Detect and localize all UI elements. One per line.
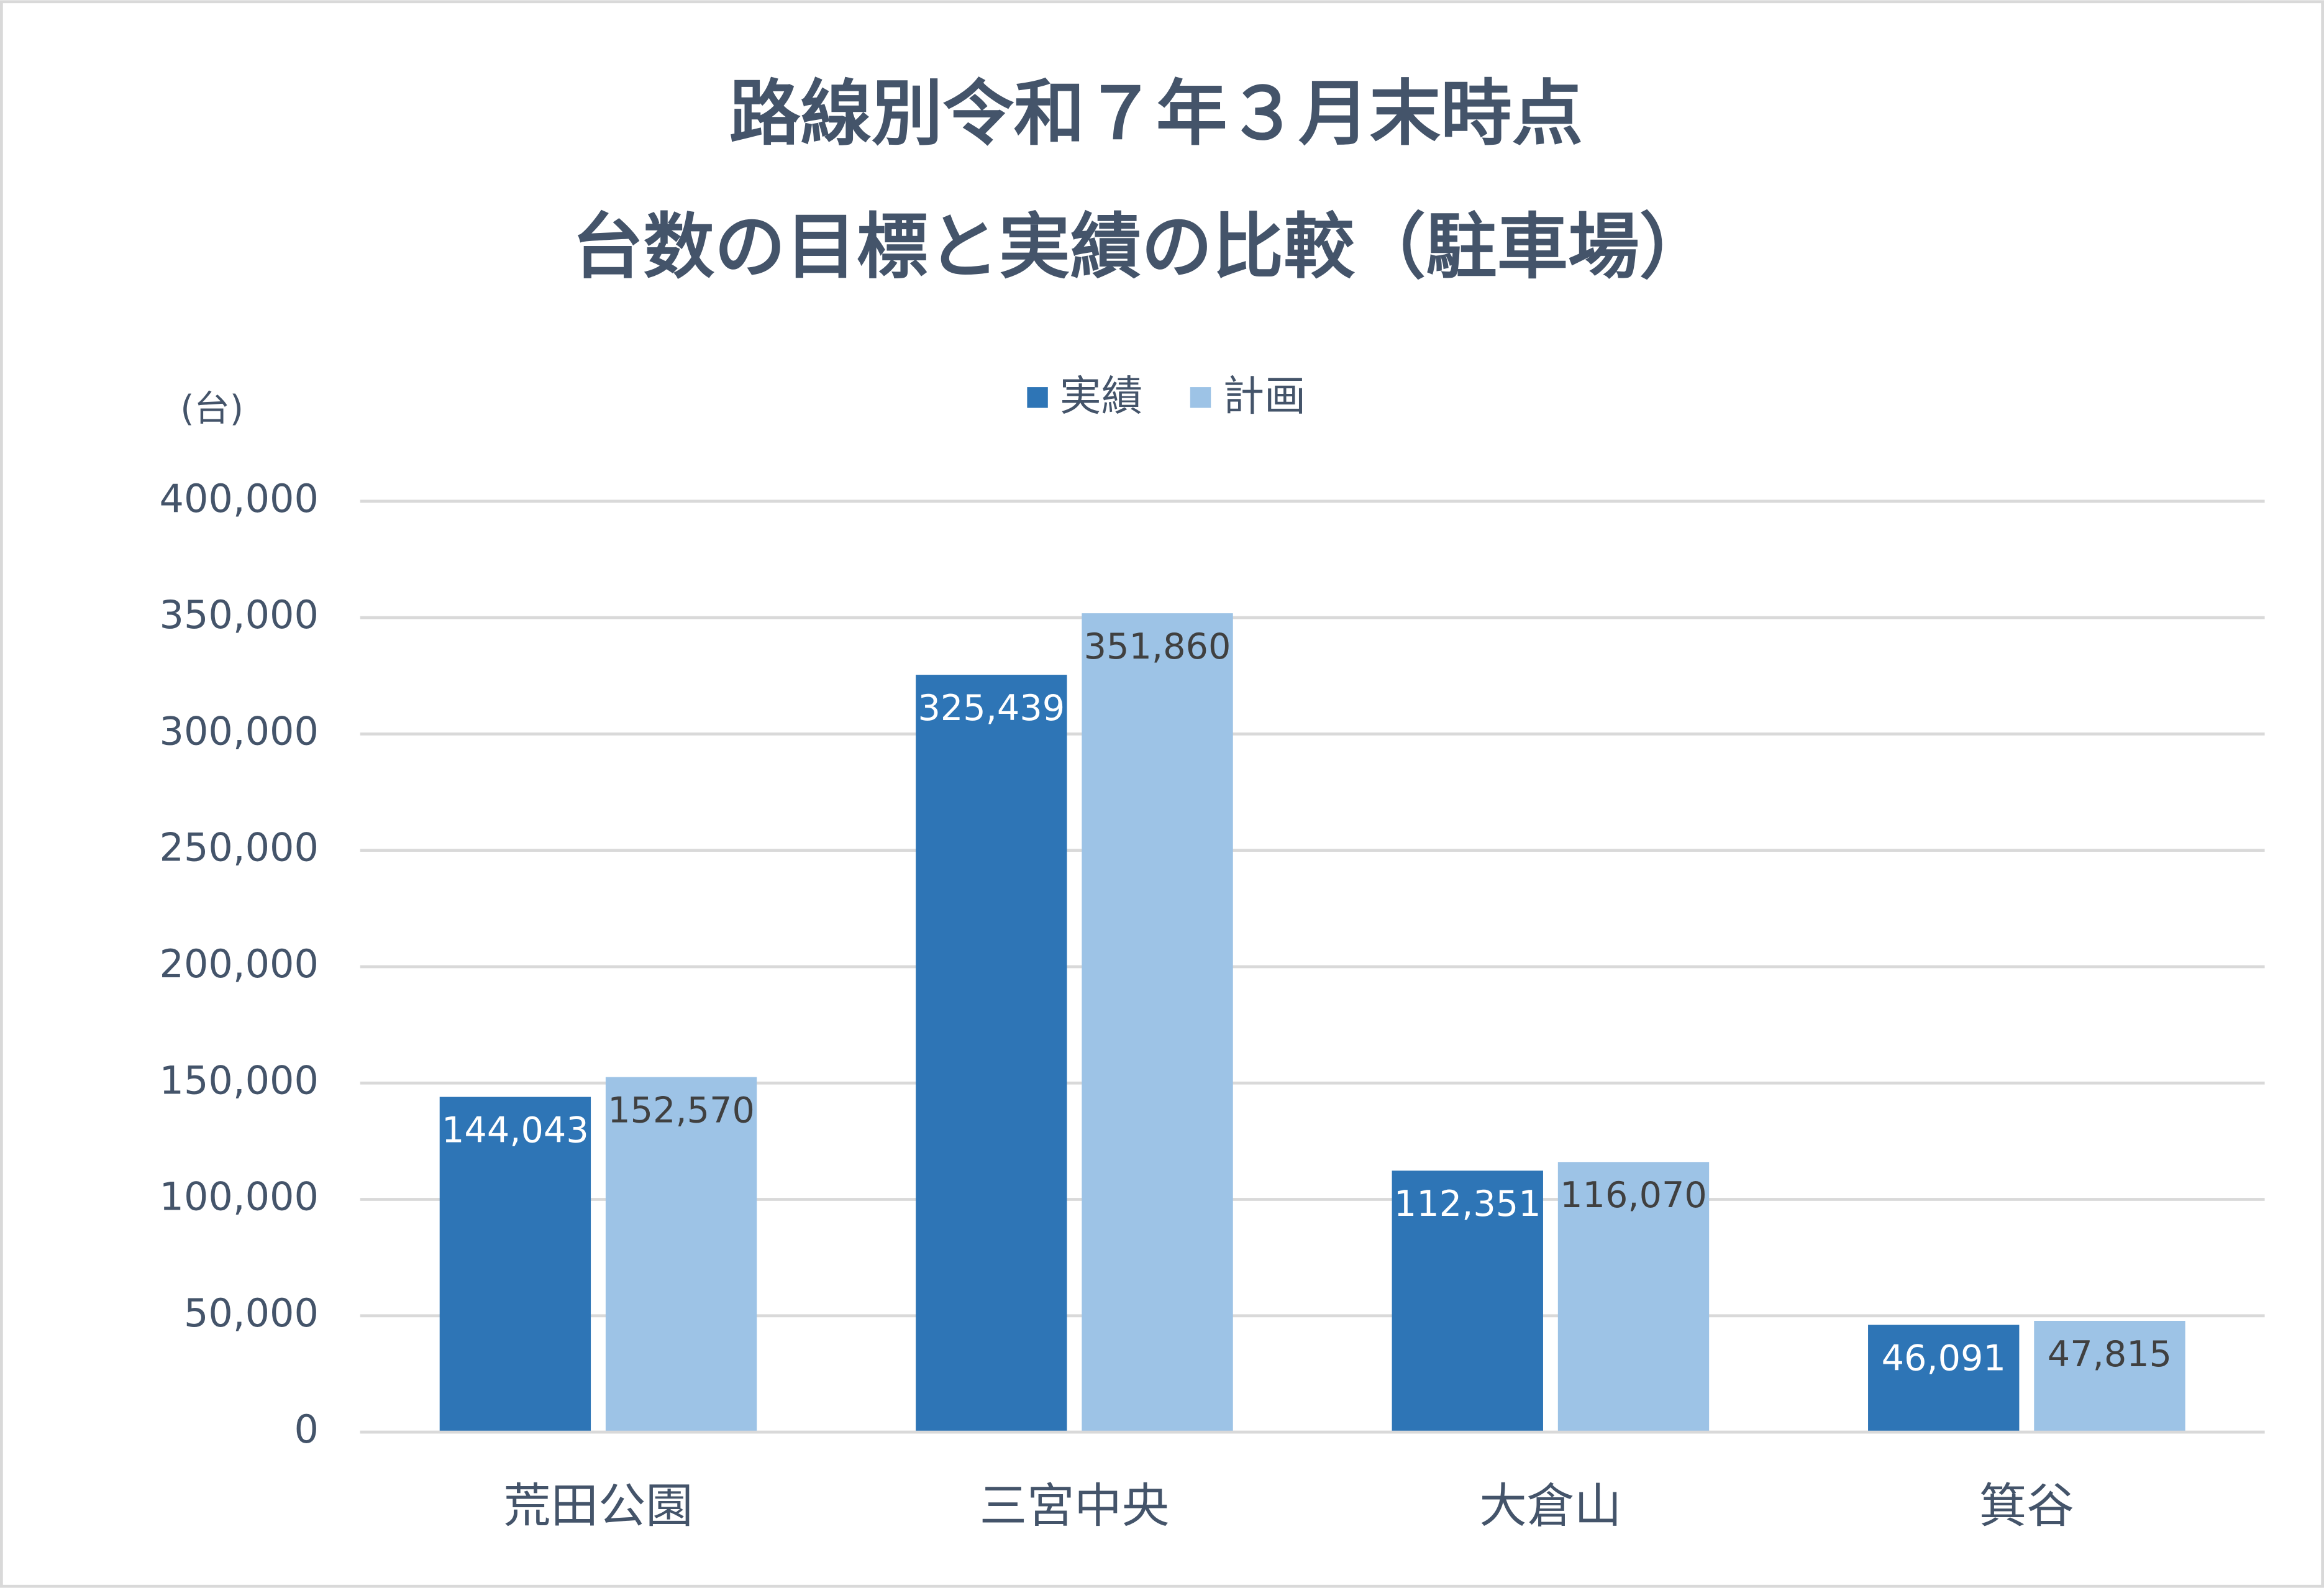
- bar: [605, 1077, 757, 1433]
- y-tick-label: 400,000: [160, 476, 319, 521]
- bar: [916, 675, 1067, 1433]
- bar: [2034, 1321, 2185, 1433]
- bar: [1392, 1170, 1543, 1433]
- bar: [439, 1097, 591, 1433]
- y-tick-label: 100,000: [160, 1174, 319, 1220]
- data-label: 112,351: [1394, 1183, 1541, 1225]
- x-tick-label: 箕谷: [1979, 1479, 2074, 1534]
- y-tick-label: 200,000: [160, 941, 319, 987]
- legend-label: 実績: [1060, 372, 1143, 421]
- y-tick-label: 300,000: [160, 708, 319, 754]
- legend-label: 計画: [1223, 372, 1306, 421]
- chart-title: 路線別令和７年３月末時点: [729, 73, 1583, 155]
- data-label: 116,070: [1560, 1174, 1707, 1216]
- data-label: 152,570: [608, 1089, 755, 1131]
- x-tick-label: 荒田公園: [503, 1479, 693, 1534]
- y-tick-label: 0: [294, 1407, 318, 1452]
- legend-swatch: [1027, 387, 1048, 408]
- bar: [1082, 613, 1233, 1433]
- chart-title: 台数の目標と実績の比較（駐車場）: [572, 206, 1710, 289]
- y-tick-label: 350,000: [160, 592, 319, 637]
- x-tick-label: 三宮中央: [980, 1479, 1169, 1534]
- data-label: 47,815: [2048, 1333, 2172, 1375]
- y-axis-label: (台): [180, 388, 244, 429]
- y-tick-label: 250,000: [160, 825, 319, 870]
- y-tick-label: 150,000: [160, 1057, 319, 1103]
- bar: [1868, 1325, 2020, 1433]
- x-tick-label: 大倉山: [1479, 1479, 1621, 1534]
- y-tick-label: 50,000: [184, 1290, 319, 1336]
- bar: [1557, 1162, 1710, 1433]
- data-label: 144,043: [442, 1109, 589, 1151]
- data-label: 46,091: [1882, 1337, 2006, 1379]
- data-label: 325,439: [918, 687, 1065, 729]
- legend-swatch: [1190, 387, 1211, 408]
- data-label: 351,860: [1084, 626, 1231, 667]
